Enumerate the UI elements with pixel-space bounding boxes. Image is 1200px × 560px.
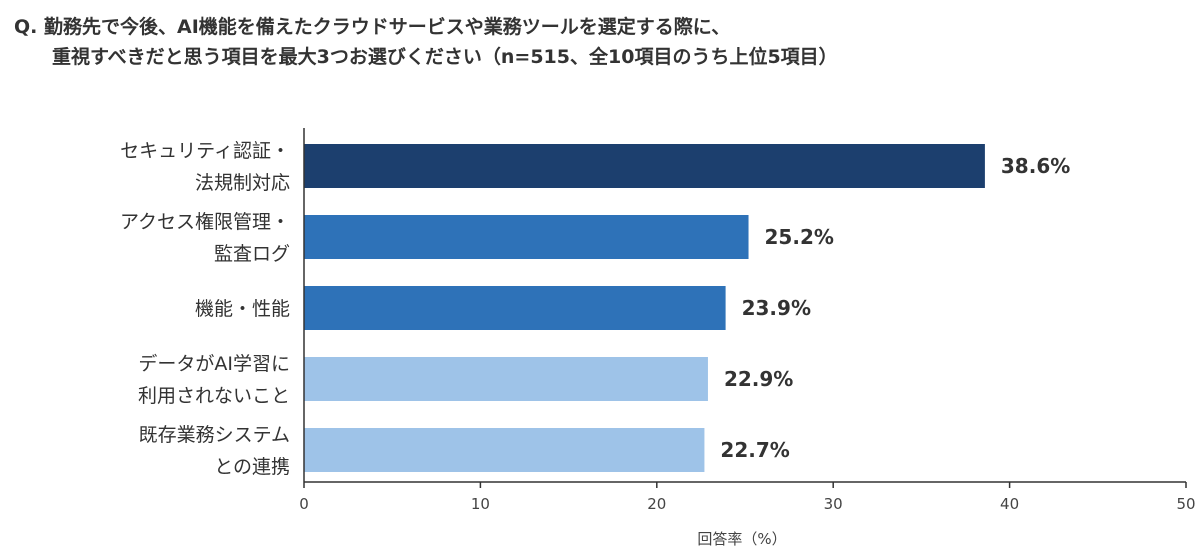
value-label-5: 22.7% [720, 438, 789, 462]
question-line-2: 重視すべきだと思う項目を最大3つお選びください（n=515、全10項目のうち上位… [52, 46, 838, 68]
value-label-1: 38.6% [1001, 154, 1070, 178]
category-label-5-line-2: との連携 [214, 456, 290, 478]
bar-1 [304, 144, 985, 188]
question-title: Q. 勤務先で今後、AI機能を備えたクラウドサービスや業務ツールを選定する際に、… [14, 12, 1184, 72]
bars-layer [304, 144, 985, 472]
x-tick-label-10: 10 [471, 495, 490, 513]
bar-5 [304, 428, 705, 472]
value-labels-layer: 38.6% 25.2% 23.9% 22.9% 22.7% [720, 154, 1070, 462]
bar-2 [304, 215, 749, 259]
category-label-2-line-2: 監査ログ [214, 243, 290, 265]
category-label-1-line-2: 法規制対応 [195, 172, 290, 194]
category-label-1-line-1: セキュリティ認証・ [120, 140, 290, 162]
bar-3 [304, 286, 726, 330]
category-label-4-line-1: データがAI学習に [138, 353, 290, 375]
bar-4 [304, 357, 708, 401]
x-tick-label-30: 30 [824, 495, 843, 513]
question-line-1: Q. 勤務先で今後、AI機能を備えたクラウドサービスや業務ツールを選定する際に、 [14, 16, 731, 38]
x-tick-label-20: 20 [647, 495, 666, 513]
x-axis-title: 回答率（%） [697, 530, 786, 548]
category-labels-layer: セキュリティ認証・法規制対応アクセス権限管理・監査ログ機能・性能データがAI学習… [120, 140, 290, 478]
category-label-3-line-1: 機能・性能 [195, 298, 290, 320]
value-label-2: 25.2% [765, 225, 834, 249]
value-label-3: 23.9% [742, 296, 811, 320]
category-label-4-line-2: 利用されないこと [138, 385, 290, 407]
category-label-2-line-1: アクセス権限管理・ [120, 211, 290, 233]
x-axis: 0 10 20 30 40 50 [299, 128, 1196, 513]
x-tick-label-40: 40 [1000, 495, 1019, 513]
x-tick-label-50: 50 [1176, 495, 1195, 513]
x-tick-label-0: 0 [299, 495, 309, 513]
category-label-5-line-1: 既存業務システム [139, 424, 290, 446]
value-label-4: 22.9% [724, 367, 793, 391]
